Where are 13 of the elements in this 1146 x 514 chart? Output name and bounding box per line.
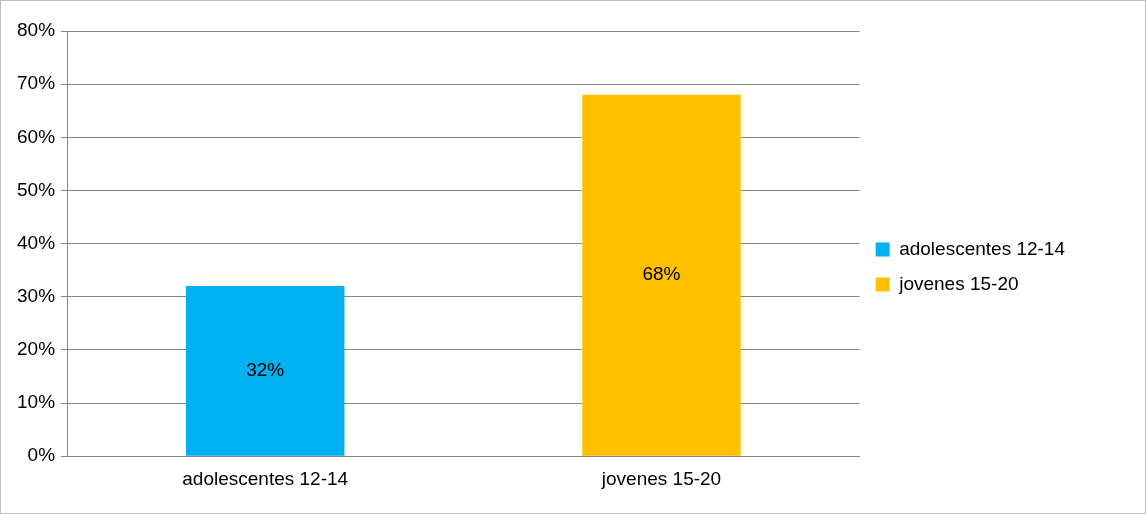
legend-label: jovenes 15-20 [898, 272, 1019, 294]
y-tick-label: 60% [17, 125, 56, 147]
data-label: 32% [246, 359, 285, 381]
y-tick-label: 80% [17, 19, 56, 41]
data-label: 68% [642, 263, 681, 285]
y-tick-label: 20% [17, 338, 56, 360]
y-tick-label: 40% [17, 231, 56, 253]
y-tick-label: 30% [17, 284, 56, 306]
y-tick-label: 50% [17, 178, 56, 200]
legend-label: adolescentes 12-14 [899, 237, 1066, 259]
y-tick-label: 0% [27, 444, 56, 466]
y-tick-label: 70% [17, 72, 56, 94]
y-tick-label: 10% [17, 391, 56, 413]
